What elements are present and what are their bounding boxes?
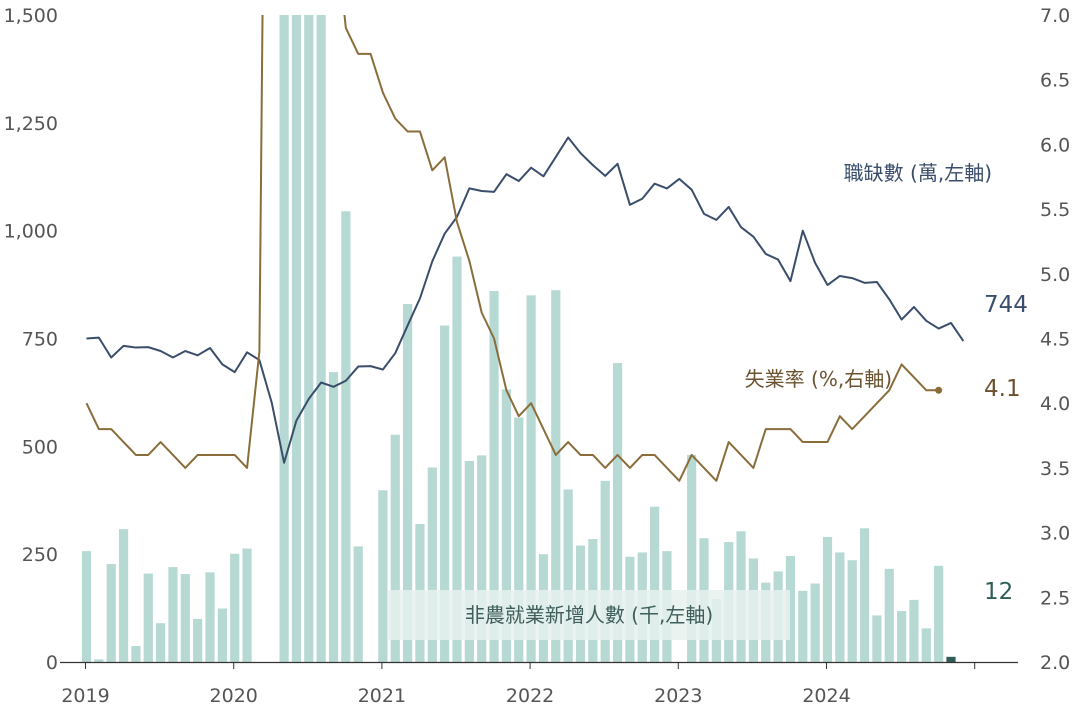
- series-lines: [85, 15, 965, 482]
- unemployment-end-value: 4.1: [984, 376, 1021, 402]
- y-left-tick-label: 750: [22, 329, 58, 351]
- y-left-tick-label: 1,000: [4, 221, 58, 243]
- payrolls-bar: [217, 608, 227, 662]
- y-right-tick-label: 6.5: [1040, 70, 1070, 92]
- y-right-tick-label: 7.0: [1040, 5, 1070, 27]
- payrolls-bar: [921, 628, 931, 662]
- unemployment-label: 失業率 (%,右軸): [745, 367, 892, 391]
- y-left-tick-label: 1,250: [4, 113, 58, 135]
- payrolls-bar: [687, 454, 697, 662]
- payrolls-bar: [452, 256, 462, 662]
- payrolls-bar: [81, 551, 92, 662]
- series-labels: 職缺數 (萬,左軸) 744 失業率 (%,右軸) 4.1 非農就業新增人數 (…: [465, 161, 1028, 627]
- payrolls-bar: [279, 15, 289, 662]
- y-right-tick-label: 4.0: [1040, 393, 1070, 415]
- payrolls-bar: [378, 490, 388, 662]
- payrolls-bar: [193, 618, 203, 662]
- y-right-tick-label: 3.5: [1040, 458, 1070, 480]
- y-right-tick-label: 4.5: [1040, 329, 1070, 351]
- y-axis-left: 0 250 500 750 1,000 1,250 1,500: [4, 5, 58, 674]
- payrolls-bar: [489, 291, 499, 662]
- payrolls-bar: [526, 295, 536, 662]
- payrolls-bar: [291, 15, 302, 662]
- x-tick-label: 2022: [506, 685, 554, 707]
- y-right-tick-label: 5.5: [1040, 199, 1070, 221]
- y-right-tick-label: 5.0: [1040, 264, 1070, 286]
- x-tick-label: 2020: [210, 685, 258, 707]
- payrolls-bar: [316, 15, 326, 662]
- y-right-tick-label: 2.0: [1040, 652, 1070, 674]
- payrolls-bar: [897, 611, 907, 662]
- y-right-tick-label: 2.5: [1040, 587, 1070, 609]
- payrolls-bar: [551, 290, 561, 662]
- job-openings-end-value: 744: [984, 292, 1028, 318]
- payrolls-bar: [131, 646, 141, 662]
- unemployment-line: [85, 15, 939, 482]
- payrolls-bar: [156, 623, 166, 662]
- job-openings-line: [86, 136, 965, 464]
- payrolls-bar: [835, 552, 845, 662]
- payrolls-bar: [785, 555, 796, 662]
- payrolls-bar: [205, 572, 215, 662]
- payrolls-bar: [403, 303, 413, 662]
- payrolls-bar: [600, 480, 610, 662]
- payrolls-bar: [341, 211, 351, 662]
- payrolls-bar: [353, 546, 363, 662]
- y-left-tick-label: 0: [46, 652, 58, 674]
- payrolls-bar: [390, 434, 400, 662]
- payrolls-bar: [798, 590, 808, 662]
- payrolls-bar: [242, 548, 252, 662]
- payrolls-label-box: [388, 590, 790, 640]
- payrolls-bar: [143, 573, 153, 662]
- x-tick-label: 2023: [654, 685, 702, 707]
- payrolls-bar: [106, 564, 116, 662]
- payrolls-bar: [94, 659, 104, 662]
- y-right-tick-label: 3.0: [1040, 523, 1070, 545]
- payrolls-bar: [884, 568, 894, 662]
- payrolls-bar: [168, 567, 178, 662]
- y-axis-right: 2.0 2.5 3.0 3.5 4.0 4.5 5.0 5.5 6.0 6.5 7.0: [1040, 5, 1070, 674]
- payrolls-bar: [946, 656, 956, 662]
- payrolls-bar: [464, 461, 474, 662]
- payrolls-bar: [427, 467, 437, 662]
- payrolls-bar: [859, 528, 870, 662]
- unemployment-end-marker: [935, 386, 943, 394]
- x-tick-label: 2024: [802, 685, 850, 707]
- payrolls-bar: [180, 574, 190, 662]
- payrolls-bar: [501, 389, 511, 662]
- payrolls-bar: [822, 536, 833, 662]
- payrolls-bar: [304, 15, 314, 662]
- y-right-tick-label: 6.0: [1040, 134, 1070, 156]
- y-left-tick-label: 1,500: [4, 5, 58, 27]
- y-left-tick-label: 500: [22, 436, 58, 458]
- payrolls-bar: [440, 325, 450, 662]
- payrolls-bar: [872, 615, 882, 662]
- payrolls-bars: [81, 15, 956, 662]
- payrolls-bar: [847, 560, 857, 662]
- payrolls-end-value: 12: [984, 579, 1013, 605]
- x-tick-label: 2019: [61, 685, 109, 707]
- x-axis: 2019 2020 2021 2022 2023 2024: [60, 661, 1018, 707]
- payrolls-bar: [514, 417, 524, 662]
- x-tick-label: 2021: [358, 685, 406, 707]
- payrolls-bar: [612, 363, 623, 662]
- payrolls-bar: [477, 455, 487, 662]
- payrolls-label: 非農就業新增人數 (千,左軸): [465, 603, 713, 627]
- payrolls-bar: [328, 372, 339, 662]
- payrolls-bar: [650, 506, 660, 662]
- payrolls-bar: [810, 583, 820, 662]
- y-left-tick-label: 250: [22, 544, 58, 566]
- payrolls-bar: [909, 599, 919, 662]
- payrolls-bar: [563, 489, 573, 662]
- job-openings-label: 職缺數 (萬,左軸): [844, 161, 992, 185]
- payrolls-bar: [118, 529, 129, 662]
- payrolls-bar: [934, 565, 944, 662]
- payrolls-bar: [230, 553, 240, 662]
